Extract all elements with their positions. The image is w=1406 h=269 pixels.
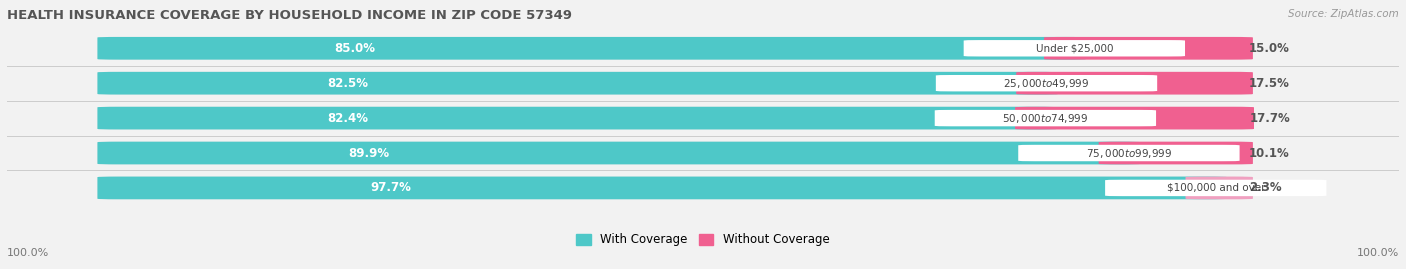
FancyBboxPatch shape xyxy=(1105,180,1326,196)
FancyBboxPatch shape xyxy=(97,176,1227,199)
Text: 100.0%: 100.0% xyxy=(7,248,49,258)
Text: Source: ZipAtlas.com: Source: ZipAtlas.com xyxy=(1288,9,1399,19)
Text: $50,000 to $74,999: $50,000 to $74,999 xyxy=(1002,112,1088,125)
FancyBboxPatch shape xyxy=(97,142,1140,164)
Text: 17.7%: 17.7% xyxy=(1250,112,1291,125)
Text: $25,000 to $49,999: $25,000 to $49,999 xyxy=(1004,77,1090,90)
FancyBboxPatch shape xyxy=(963,40,1185,56)
FancyBboxPatch shape xyxy=(97,107,1057,129)
FancyBboxPatch shape xyxy=(97,176,1253,199)
Text: 89.9%: 89.9% xyxy=(349,147,389,160)
Text: 15.0%: 15.0% xyxy=(1249,42,1289,55)
FancyBboxPatch shape xyxy=(935,110,1156,126)
FancyBboxPatch shape xyxy=(97,37,1085,60)
FancyBboxPatch shape xyxy=(97,142,1253,164)
FancyBboxPatch shape xyxy=(936,75,1157,91)
FancyBboxPatch shape xyxy=(97,72,1057,94)
Text: HEALTH INSURANCE COVERAGE BY HOUSEHOLD INCOME IN ZIP CODE 57349: HEALTH INSURANCE COVERAGE BY HOUSEHOLD I… xyxy=(7,9,572,22)
FancyBboxPatch shape xyxy=(1098,142,1253,164)
Text: 100.0%: 100.0% xyxy=(1357,248,1399,258)
Text: 17.5%: 17.5% xyxy=(1249,77,1289,90)
FancyBboxPatch shape xyxy=(1018,145,1240,161)
Legend: With Coverage, Without Coverage: With Coverage, Without Coverage xyxy=(572,229,834,251)
FancyBboxPatch shape xyxy=(1015,107,1254,129)
Text: $75,000 to $99,999: $75,000 to $99,999 xyxy=(1085,147,1173,160)
FancyBboxPatch shape xyxy=(97,107,1253,129)
Text: $100,000 and over: $100,000 and over xyxy=(1167,183,1265,193)
Text: Under $25,000: Under $25,000 xyxy=(1036,43,1114,53)
Text: 82.4%: 82.4% xyxy=(328,112,368,125)
Text: 85.0%: 85.0% xyxy=(335,42,375,55)
FancyBboxPatch shape xyxy=(1017,72,1253,94)
FancyBboxPatch shape xyxy=(97,37,1253,60)
Text: 82.5%: 82.5% xyxy=(328,77,368,90)
FancyBboxPatch shape xyxy=(1185,176,1253,199)
Text: 97.7%: 97.7% xyxy=(370,181,411,194)
Text: 2.3%: 2.3% xyxy=(1249,181,1281,194)
Text: 10.1%: 10.1% xyxy=(1249,147,1289,160)
FancyBboxPatch shape xyxy=(1045,37,1253,60)
FancyBboxPatch shape xyxy=(97,72,1253,94)
